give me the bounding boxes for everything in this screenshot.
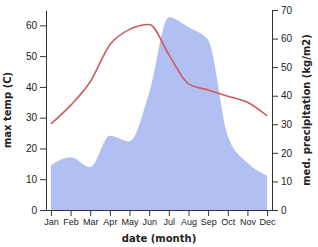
tick-mark [130, 210, 131, 216]
tick-label: Feb [63, 217, 79, 227]
tick: 40 [272, 90, 293, 101]
y-axis-title: max temp (C) [2, 72, 13, 148]
tick-mark [272, 210, 278, 211]
x-axis-title: date (month) [122, 233, 196, 244]
tick-mark [110, 210, 111, 216]
tick-mark [272, 153, 278, 154]
tick-mark [149, 210, 150, 216]
tick-mark [40, 148, 46, 149]
tick-mark [272, 181, 278, 182]
tick: 30 [26, 112, 46, 123]
tick-label: 60 [26, 20, 38, 31]
y-axis-line [46, 11, 47, 211]
x-axis-line [47, 210, 273, 211]
tick: Aug [181, 210, 197, 227]
tick-mark [272, 10, 278, 11]
tick-label: 60 [281, 33, 293, 44]
tick-mark [40, 87, 46, 88]
tick: 40 [26, 82, 46, 93]
tick-label: Apr [103, 217, 117, 227]
tick-label: 30 [281, 119, 293, 130]
tick-label: 70 [281, 5, 293, 16]
tick: Jun [142, 210, 157, 227]
tick-mark [272, 39, 278, 40]
tick: Jan [44, 210, 59, 227]
tick: 50 [272, 62, 293, 73]
tick: 60 [26, 20, 46, 31]
tick-mark [40, 179, 46, 180]
tick: Mar [83, 210, 99, 227]
tick: Oct [221, 210, 236, 227]
plot-area [51, 17, 267, 210]
tick-label: 10 [281, 176, 293, 187]
tick-mark [247, 210, 248, 216]
tick-mark [188, 210, 189, 216]
precipitation-area [51, 17, 267, 210]
tick: 20 [26, 143, 46, 154]
tick: 20 [272, 148, 293, 159]
x-axis: Jan Feb Mar Apr MayJun Jul Aug Sep Oct NovDec [44, 210, 276, 227]
tick-label: Dec [260, 217, 277, 227]
y2-axis: 0 10 20 30 40 50 60 70 [272, 5, 293, 216]
tick: Jul [164, 210, 176, 227]
tick-label: Oct [221, 217, 236, 227]
tick-mark [40, 25, 46, 26]
tick-mark [272, 96, 278, 97]
tick-mark [90, 210, 91, 216]
tick-label: Mar [83, 217, 99, 227]
tick-label: 50 [26, 51, 38, 62]
tick: May [122, 210, 140, 227]
tick: 10 [26, 174, 46, 185]
tick: 10 [272, 176, 293, 187]
tick: 0 [272, 205, 287, 216]
tick-label: Jun [142, 217, 157, 227]
tick: 0 [31, 205, 46, 216]
temperature-line [51, 24, 267, 123]
tick: Nov [240, 210, 257, 227]
tick: Dec [260, 210, 277, 227]
tick-mark [267, 210, 268, 216]
tick-label: 50 [281, 62, 293, 73]
tick-label: 0 [281, 205, 287, 216]
tick-label: 30 [26, 112, 38, 123]
tick: 60 [272, 33, 293, 44]
tick-mark [228, 210, 229, 216]
tick-label: Sep [201, 217, 217, 227]
tick: 70 [272, 5, 293, 16]
tick-mark [40, 56, 46, 57]
tick-label: Nov [240, 217, 257, 227]
tick-mark [71, 210, 72, 216]
tick-mark [169, 210, 170, 216]
tick-mark [272, 67, 278, 68]
tick: 30 [272, 119, 293, 130]
tick-label: May [122, 217, 140, 227]
tick: Feb [63, 210, 79, 227]
tick-mark [208, 210, 209, 216]
tick-label: 10 [26, 174, 38, 185]
tick-label: 40 [281, 90, 293, 101]
tick-mark [272, 124, 278, 125]
tick-label: 20 [281, 148, 293, 159]
tick-label: Aug [181, 217, 197, 227]
y-axis: 0 10 20 30 40 50 60 [26, 11, 47, 216]
tick-mark [40, 210, 46, 211]
y2-axis-line [272, 11, 273, 211]
tick-label: Jan [44, 217, 59, 227]
tick: Apr [103, 210, 117, 227]
tick-label: Jul [164, 217, 176, 227]
tick-mark [40, 118, 46, 119]
tick-label: 40 [26, 82, 38, 93]
tick-label: 20 [26, 143, 38, 154]
tick: 50 [26, 51, 46, 62]
y2-axis-title: med. precipitation (kg/m2) [301, 34, 312, 186]
tick: Sep [201, 210, 217, 227]
tick-mark [51, 210, 52, 216]
tick-label: 0 [31, 205, 37, 216]
